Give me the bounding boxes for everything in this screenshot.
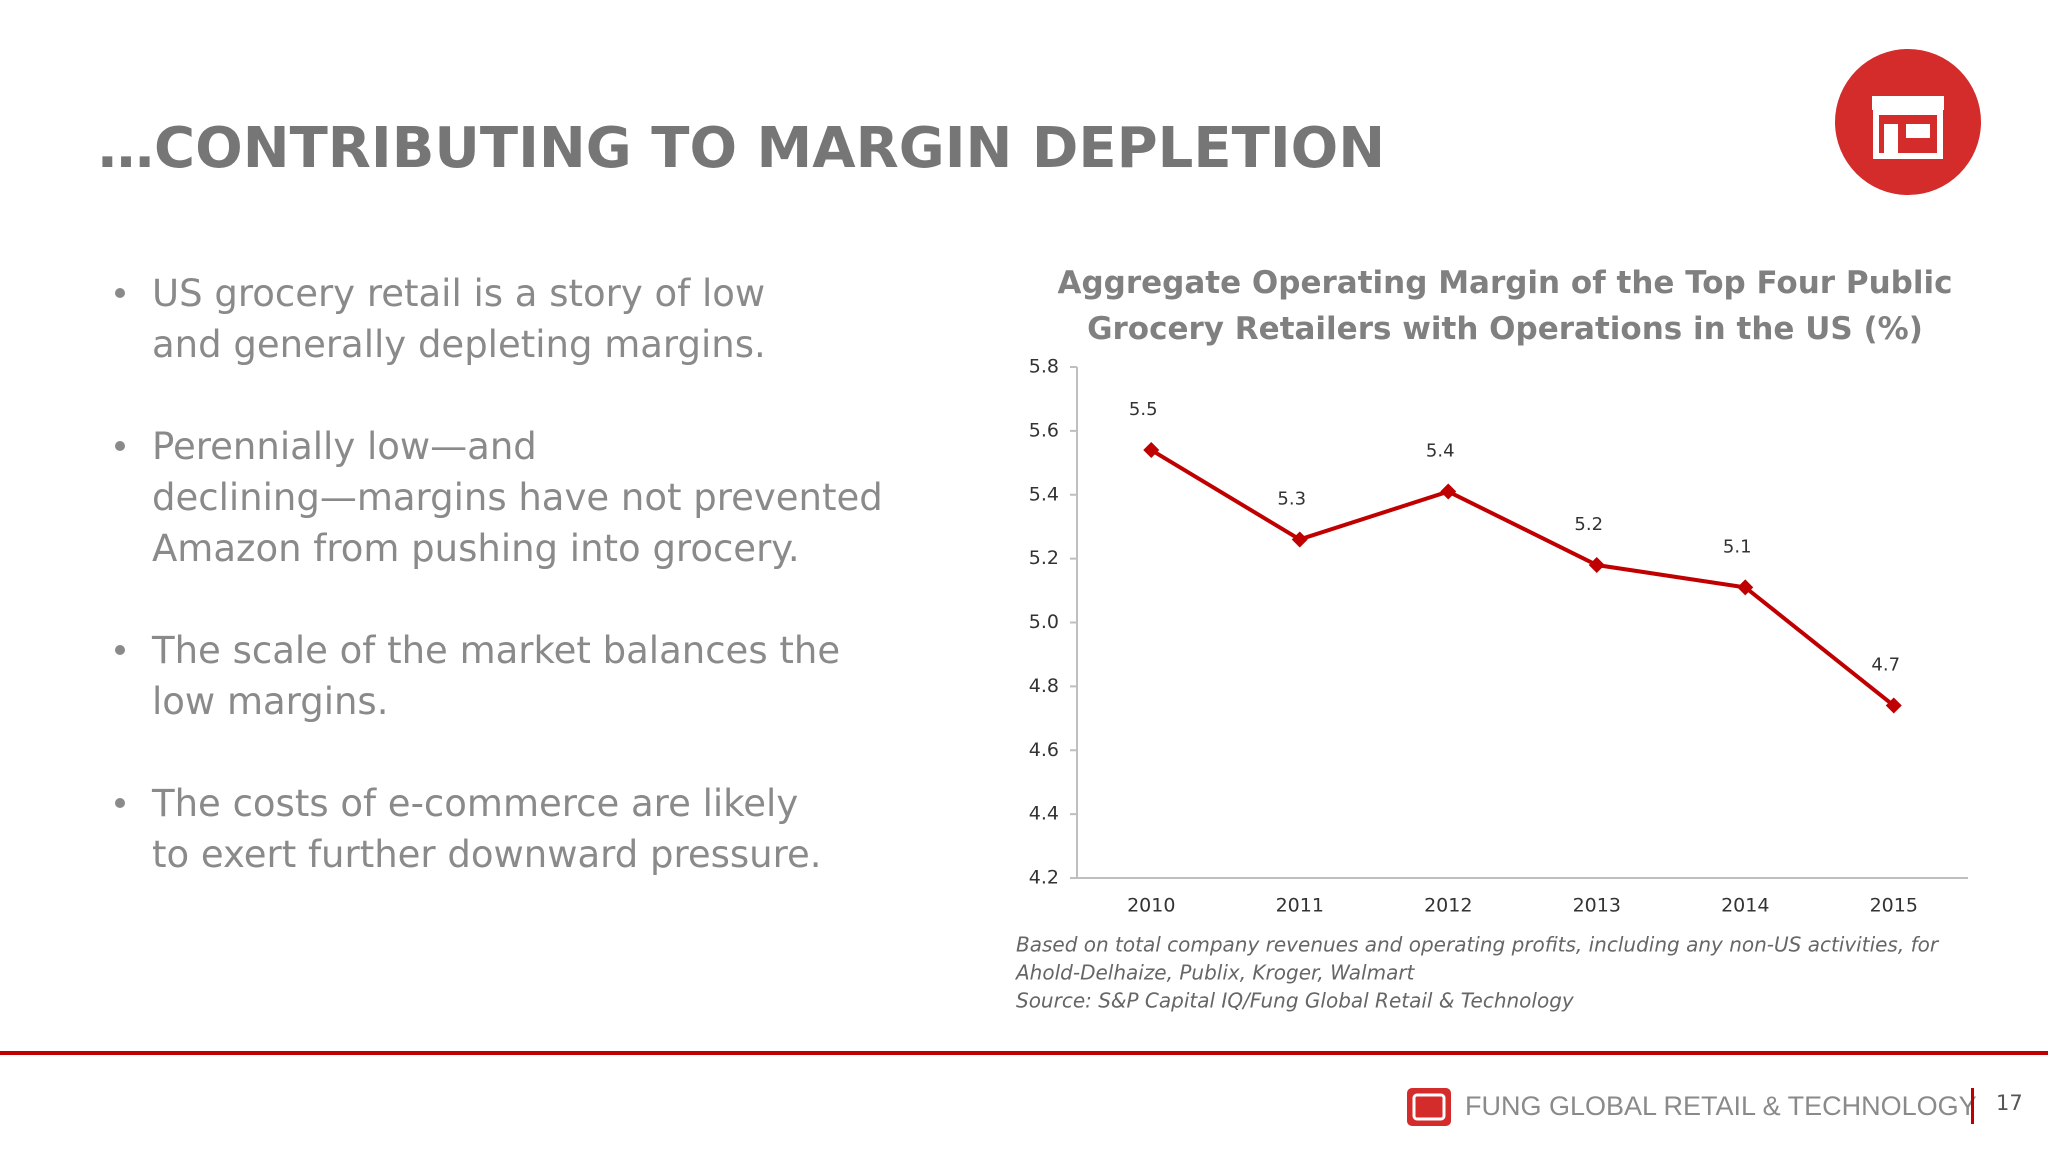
brand-logo bbox=[1407, 1088, 1451, 1126]
y-tick-label: 4.2 bbox=[1029, 867, 1059, 889]
footnote: Source: S&P Capital IQ/Fung Global Retai… bbox=[1016, 989, 1575, 1013]
bullet-text: The scale of the market balances the low … bbox=[151, 629, 840, 723]
y-tick-label: 5.6 bbox=[1029, 419, 1059, 441]
bullet-list: US grocery retail is a story of low and g… bbox=[115, 272, 883, 876]
store-icon bbox=[1835, 49, 1981, 195]
line bbox=[1150, 448, 1895, 708]
chart: 4.2 4.4 4.6 4.8 5.0 5.2 5.4 5.6 5.8 2010 2011 2012 2… bbox=[1029, 356, 1968, 917]
bullet-text: The costs of e-commerce are likely to exe… bbox=[151, 782, 822, 876]
x-tick-label: 2015 bbox=[1870, 895, 1918, 917]
footer-rule bbox=[0, 1051, 2048, 1055]
data-label: 5.1 bbox=[1723, 536, 1752, 557]
y-tick-label: 5.2 bbox=[1029, 547, 1059, 569]
bullet-line: low margins. bbox=[152, 680, 388, 723]
chart-title-line: Grocery Retailers with Operations in the… bbox=[1087, 311, 1923, 347]
x-tick-label: 2010 bbox=[1127, 895, 1175, 917]
y-tick-label: 4.8 bbox=[1029, 675, 1059, 697]
footer-divider bbox=[1971, 1088, 1974, 1124]
bullet-line: US grocery retail is a story of low bbox=[152, 272, 765, 315]
marker bbox=[1291, 531, 1308, 548]
y-tick-label: 4.4 bbox=[1029, 803, 1059, 825]
x-tick-label: 2012 bbox=[1424, 895, 1472, 917]
bullet-dot bbox=[115, 645, 125, 655]
bullet-line: The scale of the market balances the bbox=[151, 629, 840, 672]
data-label: 5.4 bbox=[1426, 441, 1455, 462]
marker bbox=[1143, 442, 1160, 459]
bullet-dot bbox=[115, 798, 125, 808]
bullet-line: and generally depleting margins. bbox=[152, 323, 766, 366]
bullet-dot bbox=[115, 441, 125, 451]
chart-title: Aggregate Operating Margin of the Top Fo… bbox=[1057, 265, 1952, 347]
bullet-line: The costs of e-commerce are likely bbox=[151, 782, 798, 825]
y-tick-label: 5.4 bbox=[1029, 483, 1059, 505]
marker bbox=[1588, 557, 1605, 574]
marker bbox=[1737, 579, 1754, 596]
footnote: Ahold-Delhaize, Publix, Kroger, Walmart bbox=[1014, 961, 1416, 985]
chart-title-line: Aggregate Operating Margin of the Top Fo… bbox=[1057, 265, 1952, 301]
x-tick-label: 2014 bbox=[1721, 895, 1769, 917]
bullet-text: US grocery retail is a story of low and g… bbox=[152, 272, 766, 366]
y-tick-label: 4.6 bbox=[1029, 739, 1059, 761]
bullet-line: to exert further downward pressure. bbox=[152, 833, 822, 876]
bullet-line: declining—margins have not prevented bbox=[152, 476, 883, 519]
bullet-line: Perennially low—and bbox=[152, 425, 537, 468]
footnotes: Based on total company revenues and oper… bbox=[1014, 933, 1940, 1013]
data-label: 5.2 bbox=[1574, 514, 1603, 535]
x-tick-label: 2011 bbox=[1276, 895, 1324, 917]
bullet-line: Amazon from pushing into grocery. bbox=[152, 527, 800, 570]
y-tick-label: 5.0 bbox=[1029, 611, 1059, 633]
slide-title: …CONTRIBUTING TO MARGIN DEPLETION bbox=[98, 116, 1385, 181]
marker bbox=[1440, 483, 1457, 500]
marker bbox=[1885, 697, 1902, 714]
data-label: 5.5 bbox=[1129, 399, 1158, 420]
bullet-dot bbox=[115, 288, 125, 298]
footnote: Based on total company revenues and oper… bbox=[1016, 933, 1940, 957]
page-number: 17 bbox=[1996, 1091, 2023, 1115]
data-label: 5.3 bbox=[1277, 488, 1306, 509]
y-tick-label: 5.8 bbox=[1029, 356, 1059, 378]
brand-name: FUNG GLOBAL RETAIL & TECHNOLOGY bbox=[1465, 1091, 1977, 1121]
x-tick-label: 2013 bbox=[1573, 895, 1621, 917]
bullet-text: Perennially low—and declining—margins hav… bbox=[152, 425, 883, 570]
data-label: 4.7 bbox=[1871, 655, 1900, 676]
